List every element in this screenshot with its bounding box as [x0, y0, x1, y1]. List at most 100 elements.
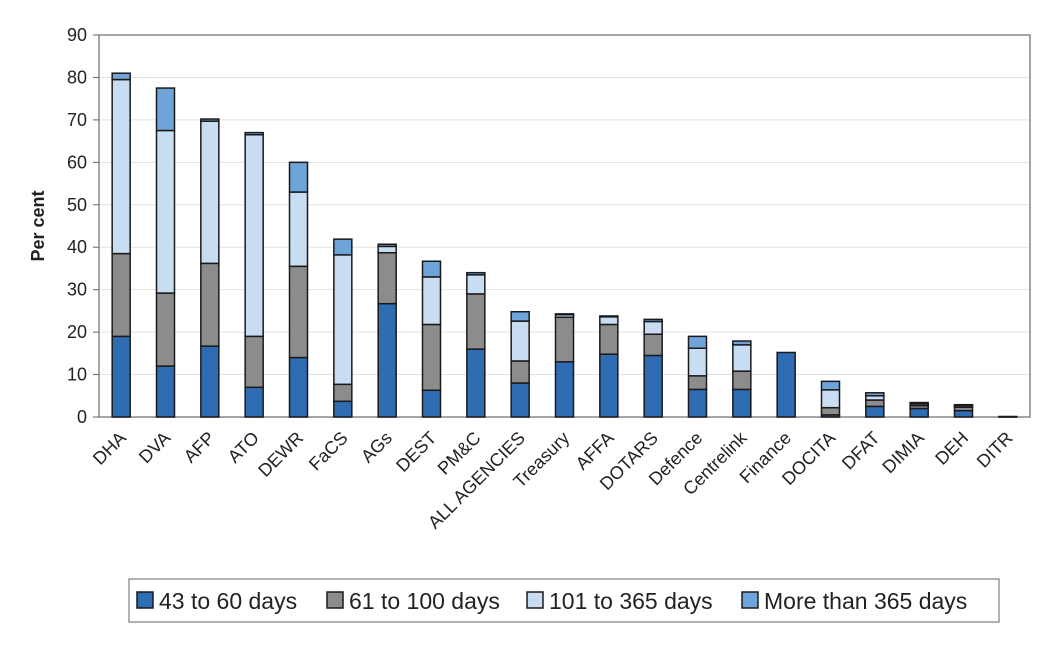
bar-segment [820, 380, 841, 391]
bar-segment [377, 251, 397, 305]
bar-segment [466, 271, 486, 276]
legend: 43 to 60 days 61 to 100 days 101 to 365 da… [128, 578, 1000, 623]
legend-swatch [326, 591, 344, 609]
bar-segment [599, 316, 619, 326]
bar-segment [333, 238, 353, 256]
bar-segment [288, 161, 309, 193]
bar-segment [687, 347, 708, 377]
bar-segment [643, 333, 663, 357]
bar-segment [820, 389, 841, 409]
bar-segment [244, 133, 264, 338]
bar-segment [953, 403, 974, 407]
bar-segment [377, 243, 397, 248]
bar-segment [466, 348, 486, 418]
bar-segment [909, 401, 929, 405]
y-tick-label: 50 [67, 195, 87, 215]
bar-segment [244, 386, 264, 418]
x-tick-label: DEST [392, 428, 440, 476]
bar-segment [333, 254, 353, 386]
x-tick-label: DEH [931, 428, 972, 469]
x-tick-label: DHA [89, 428, 130, 469]
legend-label: More than 365 days [764, 588, 967, 614]
bar-segment [865, 399, 885, 408]
bar-segment [288, 356, 309, 418]
bar-segment [111, 335, 131, 418]
bar-segment [510, 360, 530, 384]
bar-segment [643, 320, 663, 335]
legend-swatch [526, 591, 544, 609]
legend-swatch [741, 591, 759, 609]
bar-segment [732, 370, 752, 391]
bar-segment [510, 382, 530, 418]
bar-segment [155, 292, 176, 367]
bar-segment [421, 260, 442, 278]
bar-segment [865, 405, 885, 418]
bar-segment [732, 344, 752, 372]
bar-segment [421, 389, 442, 418]
bar-segment [732, 388, 752, 418]
x-tick-label: ATO [224, 428, 263, 467]
bar-segment [909, 407, 929, 418]
y-axis-label: Per cent [28, 190, 48, 261]
bar-segment [111, 78, 131, 255]
bar-segment [687, 388, 708, 418]
bar-segment [554, 313, 575, 316]
bar-segment [865, 392, 885, 397]
y-tick-label: 10 [67, 365, 87, 385]
bar-segment [244, 131, 264, 136]
x-tick-label: AGs [357, 428, 396, 467]
bar-segment [421, 323, 442, 392]
y-tick-label: 30 [67, 280, 87, 300]
x-tick-label: DFAT [838, 428, 884, 474]
bar-segment [510, 310, 530, 322]
bar-segment [155, 365, 176, 418]
bar-segment [776, 351, 796, 418]
bar-segment [466, 274, 486, 295]
y-tick-label: 70 [67, 110, 87, 130]
bar-segment [111, 72, 131, 81]
legend-swatch [136, 591, 154, 609]
bars [111, 72, 1018, 418]
bar-segment [333, 383, 353, 403]
bar-segment [244, 335, 264, 389]
bar-segment [200, 120, 220, 265]
bar-segment [599, 315, 619, 318]
legend-label: 43 to 60 days [159, 588, 297, 614]
x-tick-label: DIMIA [878, 428, 928, 478]
y-tick-label: 60 [67, 152, 87, 172]
bar-segment [643, 318, 663, 323]
bar-segment [421, 276, 442, 326]
bar-segment [111, 252, 131, 338]
bar-segment [599, 323, 619, 355]
bar-segment [687, 375, 708, 391]
bar-segment [820, 406, 841, 416]
bar-segment [732, 340, 752, 346]
bar-segment [377, 302, 397, 418]
bar-segment [200, 262, 220, 347]
x-tick-label: FaCS [305, 428, 352, 475]
bar-segment [200, 118, 220, 122]
bar-segment [377, 245, 397, 254]
bar-segment [288, 191, 309, 268]
legend-label: 101 to 365 days [549, 588, 713, 614]
y-tick-label: 80 [67, 67, 87, 87]
y-tick-label: 40 [67, 237, 87, 257]
x-tick-label: AFP [180, 428, 219, 467]
x-tick-label: DITR [973, 428, 1017, 472]
legend-label: 61 to 100 days [349, 588, 500, 614]
x-tick-label: DVA [135, 428, 174, 467]
y-tick-label: 20 [67, 322, 87, 342]
bar-segment [200, 345, 220, 418]
legend-box [128, 578, 1000, 623]
bar-segment [554, 316, 575, 363]
bar-segment [333, 400, 353, 418]
bar-segment [466, 293, 486, 350]
y-tick-label: 90 [67, 25, 87, 45]
bar-segment [953, 409, 974, 418]
bar-segment [554, 361, 575, 418]
bar-segment [643, 354, 663, 418]
bar-segment [155, 129, 176, 294]
bar-segment [599, 353, 619, 418]
